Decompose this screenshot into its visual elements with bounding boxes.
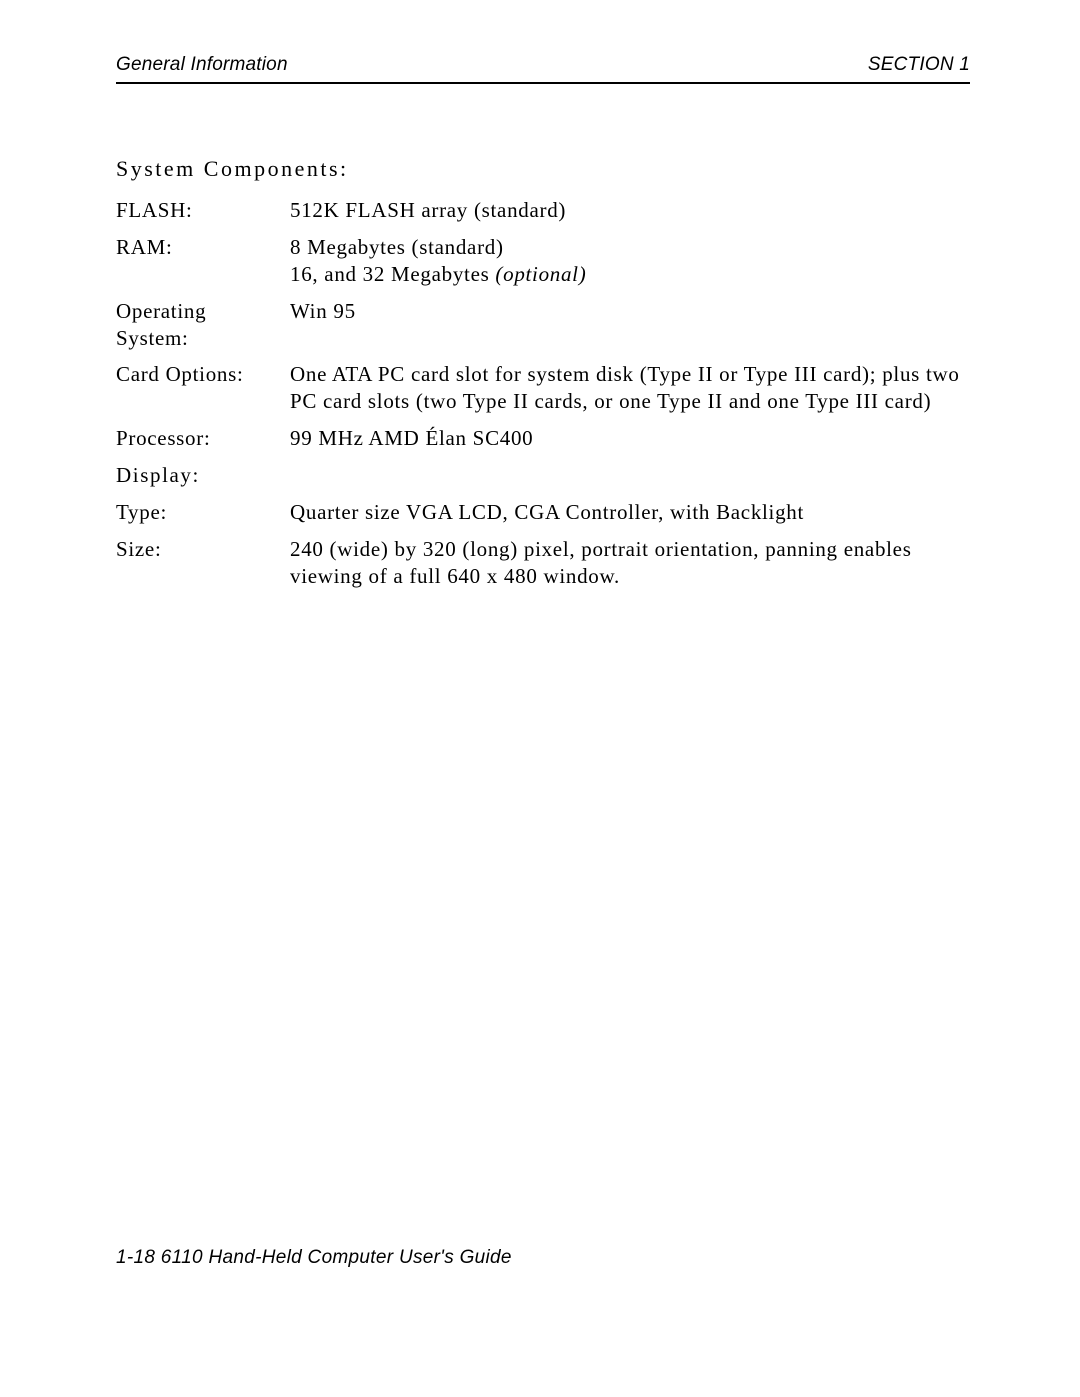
running-head-right: SECTION 1 [868, 54, 970, 76]
table-row: RAM: 8 Megabytes (standard) 16, and 32 M… [116, 229, 970, 293]
ram-line2: 16, and 32 Megabytes (optional) [290, 261, 970, 288]
ram-line2-prefix: 16, and 32 Megabytes [290, 262, 495, 286]
spec-label-os: Operating System: [116, 293, 290, 357]
spec-value-ram: 8 Megabytes (standard) 16, and 32 Megaby… [290, 229, 970, 293]
spec-value-flash: 512K FLASH array (standard) [290, 192, 970, 229]
spec-label-ram: RAM: [116, 229, 290, 293]
ram-line2-italic: (optional) [495, 262, 586, 286]
spec-value-type: Quarter size VGA LCD, CGA Controller, wi… [290, 494, 970, 531]
spec-label-card: Card Options: [116, 356, 290, 420]
spec-label-processor: Processor: [116, 420, 290, 457]
spec-value-size: 240 (wide) by 320 (long) pixel, portrait… [290, 531, 970, 595]
spec-value-display [290, 457, 970, 494]
table-row: FLASH: 512K FLASH array (standard) [116, 192, 970, 229]
spec-table: FLASH: 512K FLASH array (standard) RAM: … [116, 192, 970, 595]
spec-label-flash: FLASH: [116, 192, 290, 229]
page: General Information SECTION 1 System Com… [0, 0, 1080, 1397]
running-head-left: General Information [116, 54, 288, 76]
spec-value-processor: 99 MHz AMD Élan SC400 [290, 420, 970, 457]
table-row: Operating System: Win 95 [116, 293, 970, 357]
spec-value-os: Win 95 [290, 293, 970, 357]
spec-label-display: Display: [116, 457, 290, 494]
table-row: Size: 240 (wide) by 320 (long) pixel, po… [116, 531, 970, 595]
table-row: Display: [116, 457, 970, 494]
page-footer: 1-18 6110 Hand-Held Computer User's Guid… [116, 1247, 512, 1269]
ram-line1: 8 Megabytes (standard) [290, 235, 504, 259]
spec-label-type: Type: [116, 494, 290, 531]
table-row: Processor: 99 MHz AMD Élan SC400 [116, 420, 970, 457]
section-title: System Components: [116, 156, 970, 182]
content: System Components: FLASH: 512K FLASH arr… [116, 156, 970, 595]
spec-label-size: Size: [116, 531, 290, 595]
spec-value-card: One ATA PC card slot for system disk (Ty… [290, 356, 970, 420]
table-row: Card Options: One ATA PC card slot for s… [116, 356, 970, 420]
running-head: General Information SECTION 1 [116, 54, 970, 84]
table-row: Type: Quarter size VGA LCD, CGA Controll… [116, 494, 970, 531]
